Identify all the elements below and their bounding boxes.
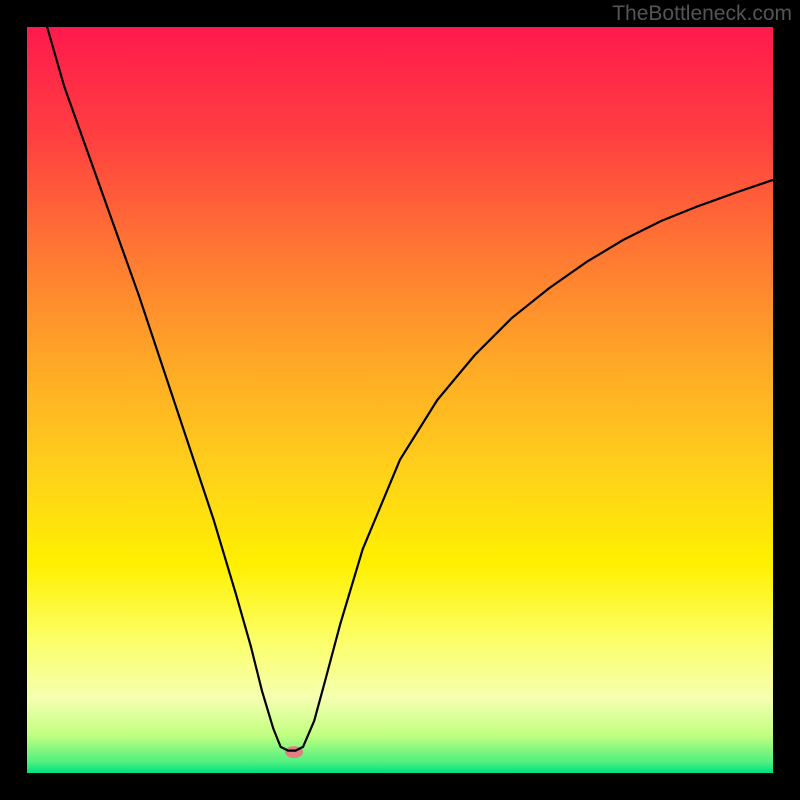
bottleneck-chart: TheBottleneck.com [0, 0, 800, 800]
chart-svg [0, 0, 800, 800]
chart-plot-background [27, 27, 773, 773]
watermark-text: TheBottleneck.com [612, 2, 792, 26]
